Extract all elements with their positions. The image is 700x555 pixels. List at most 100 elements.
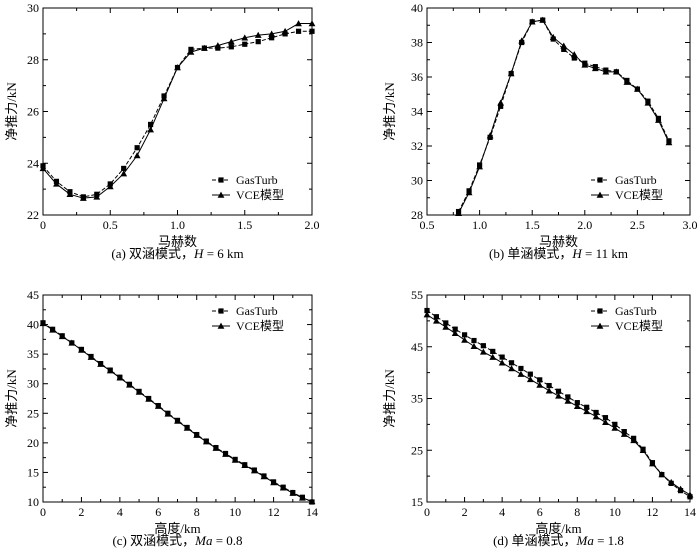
data-point-gasturb [424, 307, 430, 314]
data-point-vce [145, 395, 153, 402]
caption-variable: H [193, 246, 204, 261]
chart-caption: (c) 双涵模式，Ma = 0.8 [112, 533, 242, 548]
data-point-gasturb [148, 121, 154, 128]
data-point-gasturb [255, 39, 261, 45]
y-tick-label: 10 [27, 495, 39, 509]
x-tick-label: 8 [574, 505, 580, 519]
legend-marker [217, 191, 225, 198]
x-tick-label: 1.5 [237, 218, 252, 232]
x-tick-label: 2.0 [305, 218, 320, 232]
data-point-vce [455, 209, 462, 216]
y-tick-label: 40 [411, 1, 423, 15]
data-point-vce [214, 42, 222, 49]
legend-label: GasTurb [615, 304, 657, 318]
x-tick-label: 14 [684, 505, 696, 519]
y-tick-label: 28 [411, 208, 423, 222]
data-point-vce [187, 48, 195, 55]
data-point-vce [497, 99, 505, 106]
x-tick-label: 4 [117, 505, 123, 519]
data-point-vce [241, 34, 249, 41]
data-point-vce [202, 438, 210, 445]
data-point-vce [564, 397, 572, 404]
data-point-vce [231, 456, 239, 463]
y-axis-label: 净推力/kN [4, 82, 19, 141]
data-point-gasturb [571, 55, 577, 61]
data-point-vce [120, 170, 128, 177]
caption-prefix: (d) 单涵模式， [493, 533, 576, 548]
data-point-gasturb [561, 46, 567, 52]
legend-marker [217, 322, 225, 329]
data-point-vce [644, 99, 652, 106]
data-point-vce [658, 471, 666, 478]
legend-marker [597, 308, 603, 314]
y-tick-label: 38 [411, 36, 423, 50]
data-point-gasturb [593, 409, 599, 416]
data-point-vce [268, 30, 276, 37]
data-point-gasturb [443, 320, 449, 326]
data-point-vce [39, 319, 47, 327]
data-point-vce [39, 165, 47, 172]
data-point-gasturb [584, 404, 590, 410]
data-point-vce [174, 417, 181, 424]
data-point-vce [451, 329, 459, 337]
data-point-vce [49, 326, 57, 333]
data-point-vce [583, 408, 591, 415]
data-point-vce [133, 152, 141, 159]
data-point-vce [308, 20, 316, 27]
x-tick-label: 2 [78, 505, 84, 519]
x-tick-label: 10 [229, 505, 241, 519]
data-point-vce [611, 424, 619, 431]
data-point-vce [227, 38, 235, 45]
data-point-vce [665, 139, 673, 146]
x-tick-label: 12 [268, 505, 280, 519]
legend-label: VCE模型 [236, 188, 284, 202]
data-point-vce [655, 116, 662, 123]
data-point-vce [677, 485, 685, 492]
y-tick-label: 45 [27, 288, 39, 302]
chart-panel-1: 0 0.5 1.0 1.5 2.0 22 24 26 28 30 马赫数 净推力/kN (a) 双涵模式… [4, 1, 320, 261]
y-tick-label: 32 [411, 139, 423, 153]
legend-marker [218, 177, 224, 183]
data-point-vce [66, 190, 74, 198]
data-point-gasturb [471, 337, 477, 344]
data-point-gasturb [527, 371, 533, 377]
x-tick-label: 3.0 [683, 218, 698, 232]
y-tick-label: 25 [27, 406, 39, 420]
caption-prefix: (a) 双涵模式， [111, 246, 194, 261]
data-point-vce [508, 365, 515, 372]
data-point-gasturb [498, 103, 504, 109]
x-tick-label: 1.0 [472, 218, 487, 232]
x-tick-label: 0 [40, 505, 46, 519]
caption-prefix: (c) 双涵模式， [112, 533, 195, 548]
caption-variable: Ma [194, 533, 213, 548]
data-point-vce [298, 494, 306, 501]
data-point-gasturb [295, 28, 302, 34]
data-point-vce [126, 381, 133, 388]
x-tick-label: 0 [424, 505, 430, 519]
y-tick-label: 25 [411, 443, 423, 457]
x-tick-label: 0.5 [103, 218, 118, 232]
x-axis-label: 高度/km [154, 521, 200, 536]
x-tick-label: 6 [537, 505, 543, 519]
data-point-vce [106, 183, 114, 190]
caption-suffix: = 6 km [203, 246, 243, 261]
legend-label: GasTurb [615, 173, 657, 187]
data-point-gasturb [242, 41, 248, 47]
data-point-vce [279, 484, 287, 491]
y-tick-label: 24 [27, 156, 39, 170]
data-point-vce [423, 311, 431, 318]
data-point-vce [518, 37, 526, 44]
data-point-vce [254, 31, 262, 38]
chart-caption: (d) 单涵模式，Ma = 1.8 [493, 533, 624, 548]
y-tick-label: 55 [411, 288, 423, 302]
data-point-vce [528, 18, 536, 25]
x-tick-label: 10 [609, 505, 621, 519]
data-point-gasturb [508, 360, 515, 366]
y-tick-label: 35 [411, 392, 423, 406]
y-tick-label: 28 [27, 53, 39, 67]
data-point-vce [498, 359, 506, 366]
x-tick-label: 0 [40, 218, 46, 232]
data-point-gasturb [518, 365, 524, 372]
x-axis-label: 马赫数 [539, 234, 578, 249]
